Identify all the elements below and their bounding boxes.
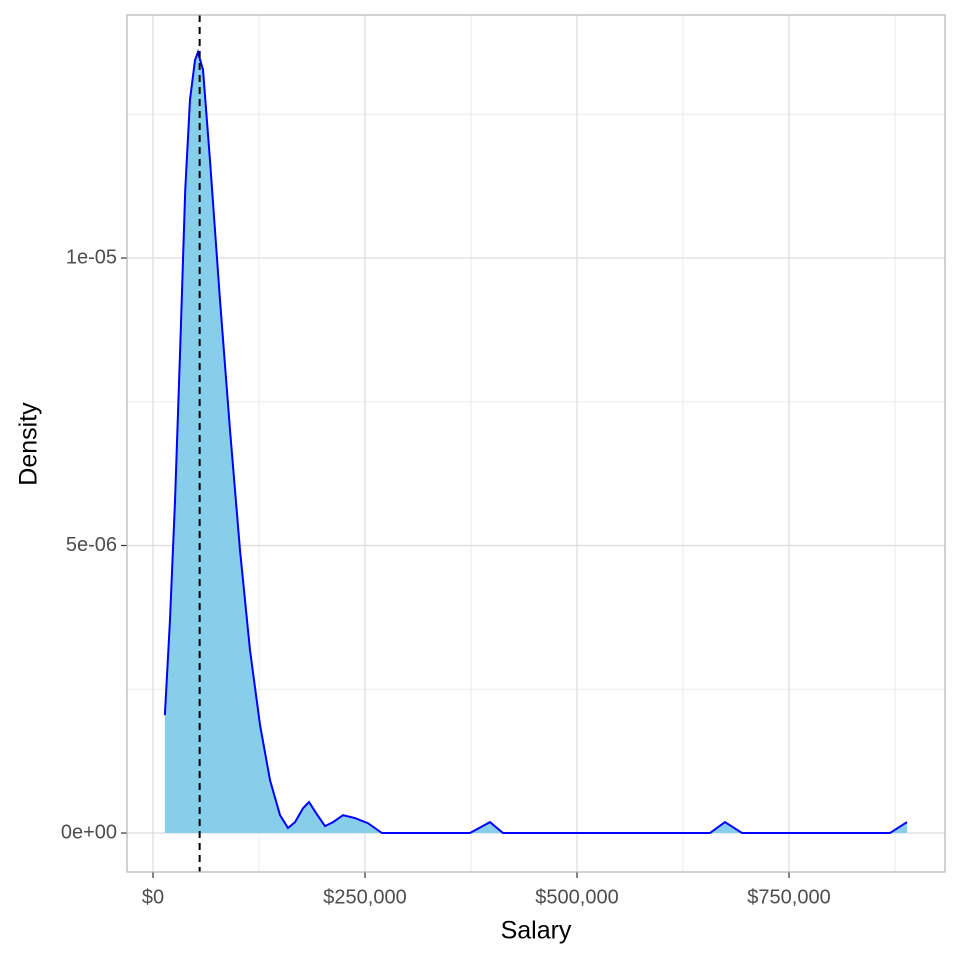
x-tick-label: $500,000 (535, 886, 618, 908)
y-tick-label: 0e+00 (61, 821, 117, 843)
density-area (164, 52, 908, 834)
density-line (163, 48, 908, 835)
y-tick-label: 1e-05 (66, 246, 117, 268)
x-tick-label: $250,000 (323, 886, 406, 908)
y-axis-title: Density (15, 402, 43, 486)
y-tick-label: 5e-06 (66, 534, 117, 556)
x-tick-label: $750,000 (747, 886, 830, 908)
x-tick-label: $0 (142, 886, 164, 908)
panel-border (126, 14, 946, 873)
x-axis-title: Salary (501, 917, 572, 945)
